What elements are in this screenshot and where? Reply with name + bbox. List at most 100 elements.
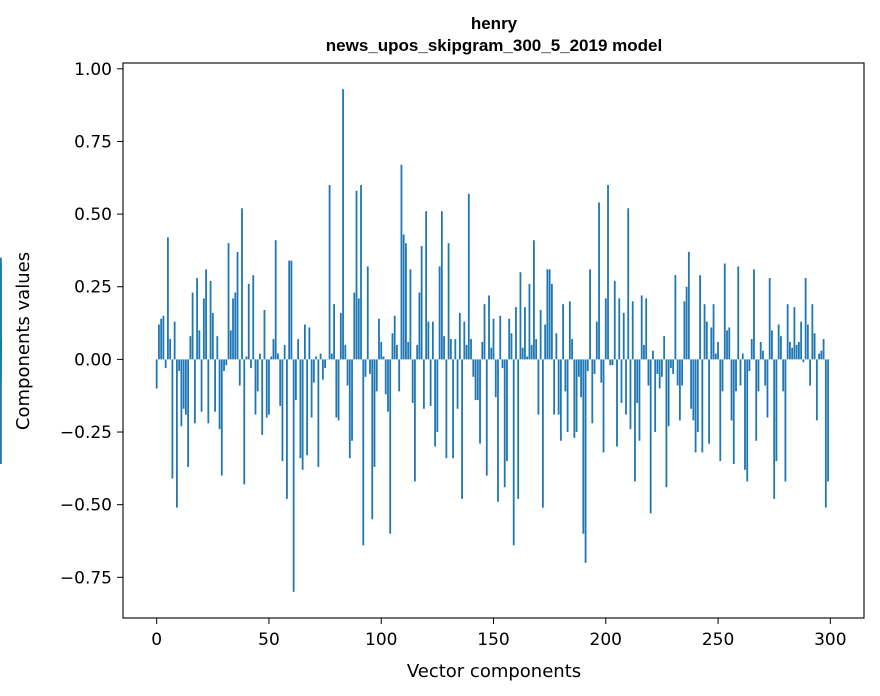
bar (728, 327, 731, 360)
bar (243, 359, 246, 485)
bar (321, 359, 324, 380)
y-tick-label: 0.75 (74, 132, 112, 152)
bar (494, 359, 497, 398)
bar (353, 292, 356, 360)
y-axis-label: Components values (13, 252, 34, 430)
bar (813, 333, 816, 360)
bar (218, 359, 221, 430)
bar (685, 286, 688, 360)
bar (384, 359, 387, 395)
y-tick-label: −0.50 (60, 496, 112, 516)
x-tick-label: 250 (702, 630, 734, 650)
bar (373, 359, 376, 467)
bar (402, 234, 405, 360)
bar (416, 344, 419, 360)
bar (317, 359, 320, 467)
y-tick-label: 0.50 (74, 205, 112, 225)
bar (193, 359, 196, 424)
bar (696, 359, 699, 433)
x-tick-label: 100 (365, 630, 397, 650)
bar (757, 359, 760, 392)
bar (254, 359, 257, 415)
bar (364, 359, 367, 377)
bar (447, 243, 450, 360)
y-tick-label: 0.25 (74, 278, 112, 298)
bar (315, 356, 318, 360)
bar (701, 359, 704, 453)
bar (589, 269, 591, 360)
bar (510, 333, 513, 360)
bar (604, 298, 607, 360)
bar (791, 347, 794, 360)
bar (521, 347, 524, 360)
bar (223, 359, 225, 372)
bar (344, 344, 347, 360)
bar (308, 327, 311, 360)
bar (613, 280, 616, 360)
bar (155, 359, 158, 389)
bar (777, 324, 780, 360)
bar (683, 301, 686, 360)
bar (687, 251, 690, 360)
bar (584, 359, 587, 563)
bar (342, 89, 344, 360)
bar (371, 359, 374, 520)
bar (559, 359, 562, 441)
bar (782, 359, 785, 392)
bar (196, 278, 198, 360)
bar (550, 283, 553, 360)
bar (236, 251, 239, 360)
bar (753, 269, 755, 360)
bar (652, 350, 654, 360)
bar (620, 359, 623, 403)
bar (762, 350, 764, 360)
bar (658, 359, 661, 389)
bar (526, 356, 529, 360)
bar (544, 324, 547, 360)
bar (528, 283, 531, 360)
bar (815, 359, 818, 421)
bar (705, 321, 708, 360)
bar (786, 304, 789, 360)
bar (759, 341, 762, 360)
bar (250, 359, 252, 369)
bar (301, 359, 304, 470)
bar (238, 359, 241, 386)
bar (387, 359, 389, 412)
bar (463, 321, 466, 360)
bar (499, 315, 502, 360)
x-tick-label: 300 (814, 630, 846, 650)
bar (229, 330, 232, 360)
bar (546, 269, 549, 360)
bar (481, 341, 484, 360)
bar (710, 327, 713, 360)
x-axis-label: Vector components (407, 661, 581, 682)
bar (600, 359, 603, 383)
bar (292, 359, 295, 592)
bar (256, 359, 259, 392)
bar (335, 359, 338, 418)
bar (189, 336, 192, 360)
bar (409, 269, 412, 360)
bar (312, 359, 315, 383)
bar (270, 356, 273, 360)
bar (205, 269, 207, 360)
bar (389, 359, 392, 534)
bar (692, 359, 695, 421)
bar (490, 347, 493, 360)
bar (319, 353, 322, 360)
bar (640, 295, 643, 360)
bar (214, 359, 216, 412)
bar (818, 353, 820, 360)
bar (631, 301, 634, 360)
bar (211, 312, 214, 360)
bar (198, 330, 201, 360)
bar (553, 359, 556, 415)
bar (479, 359, 481, 444)
bar (714, 353, 717, 360)
bar (182, 359, 185, 409)
bar (634, 359, 636, 482)
bar (274, 240, 277, 360)
bar (427, 321, 430, 360)
bar (703, 304, 706, 360)
